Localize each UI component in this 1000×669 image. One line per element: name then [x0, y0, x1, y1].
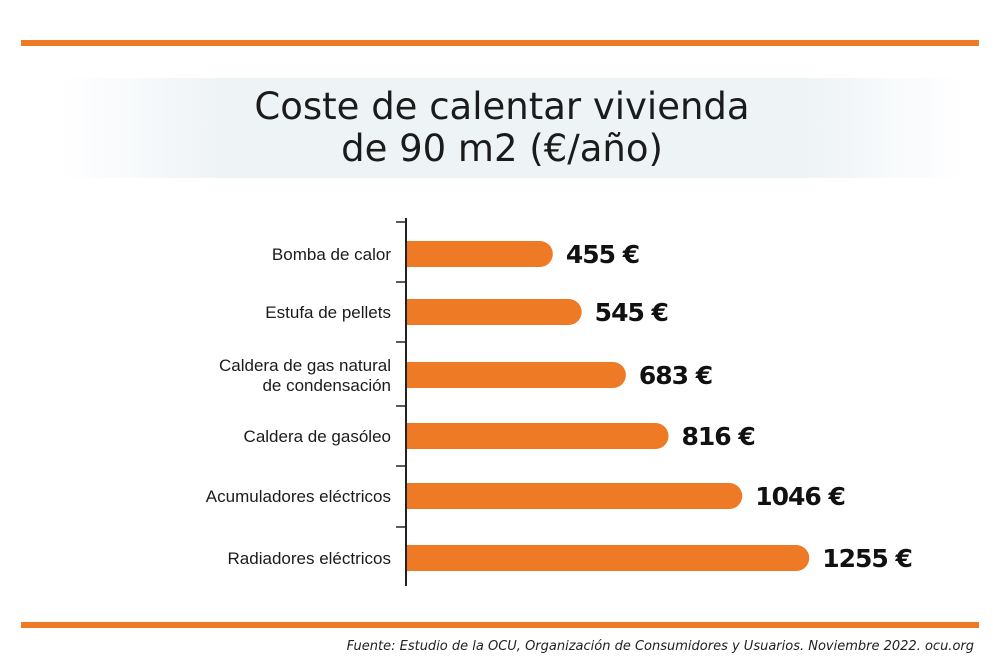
- value-label-5: 1046 €: [755, 482, 845, 511]
- bar-2-base: [407, 299, 433, 325]
- chart-title: Coste de calentar vivienda de 90 m2 (€/a…: [254, 85, 750, 170]
- value-label-6: 1255 €: [822, 544, 912, 573]
- bar-4: [407, 423, 669, 449]
- category-label-4: Caldera de gasóleo: [244, 427, 391, 446]
- bar-3: [407, 362, 626, 388]
- title-background: [60, 78, 965, 178]
- value-label-4: 816 €: [682, 422, 755, 451]
- bar-6-base: [407, 545, 433, 571]
- category-label-6: Radiadores eléctricos: [228, 549, 391, 568]
- value-label-1: 455 €: [566, 240, 639, 269]
- bar-3-base: [407, 362, 433, 388]
- bar-4-base: [407, 423, 433, 449]
- top-accent-rule: [21, 40, 979, 46]
- source-note: Fuente: Estudio de la OCU, Organización …: [346, 639, 974, 654]
- category-label-3: Caldera de gas natural de condensación: [219, 356, 391, 395]
- category-label-2: Estufa de pellets: [265, 303, 391, 322]
- bar-1-base: [407, 241, 433, 267]
- category-label-1: Bomba de calor: [272, 245, 391, 264]
- bar-2: [407, 299, 582, 325]
- bar-5: [407, 483, 743, 509]
- value-label-3: 683 €: [639, 361, 712, 390]
- bar-5-base: [407, 483, 433, 509]
- value-label-2: 545 €: [595, 298, 668, 327]
- bottom-accent-rule: [21, 622, 979, 628]
- bar-1: [407, 241, 553, 267]
- bar-6: [407, 545, 810, 571]
- category-label-5: Acumuladores eléctricos: [206, 487, 391, 506]
